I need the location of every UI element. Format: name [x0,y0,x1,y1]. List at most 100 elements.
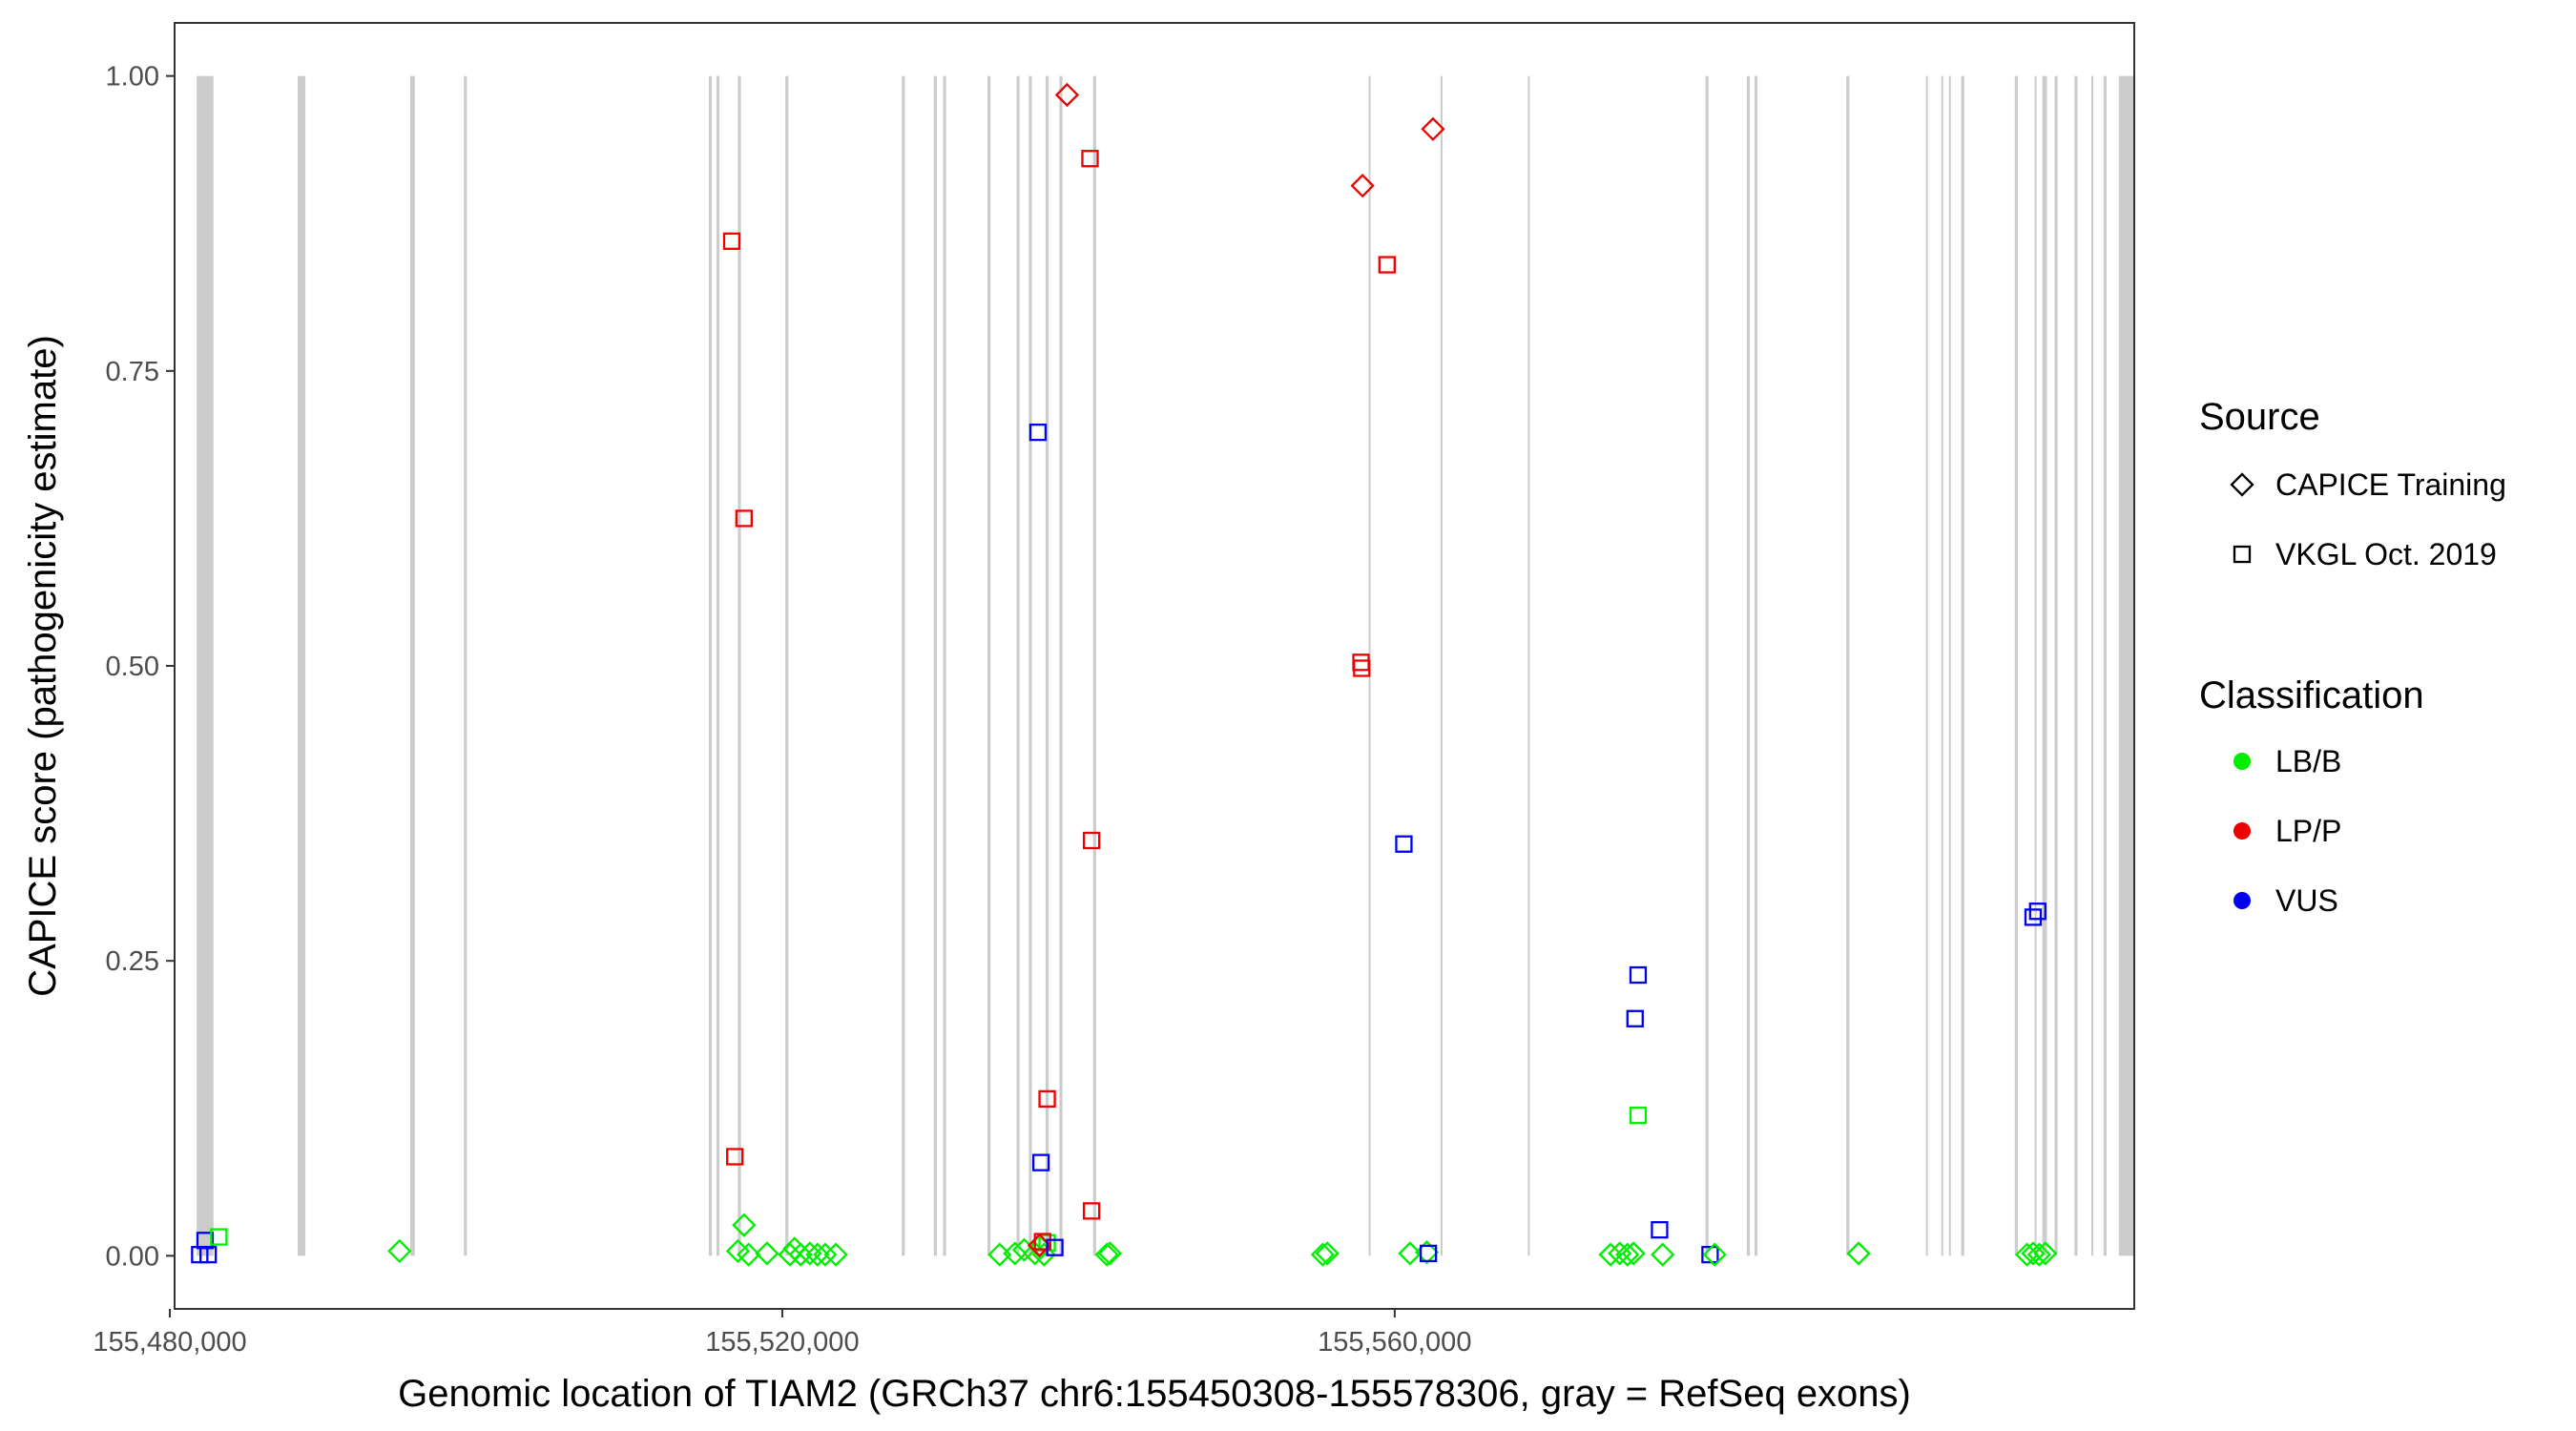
data-point [1702,1242,1727,1267]
data-point [1378,256,1396,274]
legend-title: Source [2199,396,2320,438]
x-tick-label: 155,520,000 [705,1327,859,1358]
data-point [1629,1107,1648,1125]
data-point [2024,908,2043,926]
legend-key-dot [2233,892,2251,909]
data-point [1615,1242,1640,1267]
data-point [1395,835,1413,853]
exon-band [464,75,467,1256]
y-axis: 0.00 0.25 0.50 0.75 1.00 [106,62,175,1272]
exon-band [409,75,415,1256]
data-point [1651,1242,1675,1267]
data-point [755,1241,779,1266]
exon-band [2090,75,2093,1256]
data-point [1031,1153,1050,1172]
exon-band [1754,75,1758,1256]
data-point [823,1242,848,1267]
exon-band [2074,75,2078,1256]
data-point [1626,1009,1644,1027]
data-point [1082,1202,1101,1220]
y-tick-label: 0.00 [106,1241,159,1272]
data-point [737,1242,761,1267]
data-point [1701,1245,1719,1264]
data-point [1038,1089,1056,1109]
exon-band [1059,75,1063,1256]
data-point [1398,1241,1423,1266]
exon-band [1961,75,1964,1256]
exon-band [1941,75,1943,1256]
exon-band [987,75,991,1256]
exon-band [1846,75,1850,1256]
exon-band [902,75,905,1256]
exon-band [2103,75,2108,1256]
data-point [2028,902,2046,921]
legend-key-square [2233,545,2252,564]
points-layer [191,82,2058,1267]
y-axis-title: CAPICE score (pathogenicity estimate) [22,335,64,997]
exon-band [1746,75,1751,1256]
data-point [726,1148,744,1166]
data-point [1033,1233,1051,1251]
exon-band [933,75,938,1256]
x-tick-label: 155,480,000 [93,1327,246,1358]
data-point [1421,116,1445,141]
exon-band [1925,75,1928,1256]
exon-band [2014,75,2018,1256]
legend-label: LB/B [2275,744,2341,778]
exon-band [1092,75,1096,1256]
legend-key-diamond [2230,472,2254,497]
x-axis-title: Genomic location of TIAM2 (GRCh37 chr6:1… [398,1373,1911,1415]
data-point [788,1242,813,1267]
legend-label: VKGL Oct. 2019 [2275,537,2497,571]
data-point [1419,1244,1438,1263]
legend-label: LP/P [2275,814,2341,848]
legend: Source CAPICE Training VKGL Oct. 2019 Class… [2199,396,2506,918]
data-point [1621,1241,1646,1266]
data-point [1350,174,1375,198]
data-point [1598,1242,1623,1267]
data-point [1353,659,1371,677]
exon-band [1028,75,1032,1256]
data-point [1003,1241,1028,1266]
x-axis: 155,480,000 155,520,000 155,560,000 [93,1309,1471,1358]
legend-key-dot [2233,822,2251,840]
y-tick-label: 0.75 [106,357,159,387]
data-point [210,1228,228,1246]
exon-layer [197,75,2134,1256]
y-tick-label: 0.50 [106,652,159,682]
exon-band [708,75,713,1256]
data-point [1081,150,1099,168]
data-point [805,1242,830,1267]
exon-band [785,75,789,1256]
exon-band [2054,75,2058,1256]
exon-band [716,75,720,1256]
data-point [1097,1241,1122,1266]
data-point [722,232,741,250]
exon-band [943,75,946,1256]
data-point [732,1213,757,1237]
data-point [798,1241,822,1266]
data-point [1310,1242,1336,1267]
exon-band [1440,75,1443,1256]
y-tick-label: 0.25 [106,946,159,977]
data-point [813,1242,838,1267]
data-point [2014,1242,2040,1267]
legend-title: Classification [2199,674,2424,716]
legend-label: VUS [2275,883,2338,918]
data-point [1651,1220,1669,1239]
exon-band [1527,75,1530,1256]
exon-band [2118,75,2134,1256]
data-point [2021,1241,2046,1266]
y-tick-label: 1.00 [106,62,159,93]
data-point [1028,423,1048,442]
data-point [387,1238,412,1264]
data-point [1094,1242,1119,1267]
legend-label: CAPICE Training [2275,467,2506,502]
data-point [1054,82,1080,108]
exon-band [1705,75,1709,1256]
data-point [1629,965,1648,985]
exon-band [298,75,306,1256]
data-point [735,509,753,528]
